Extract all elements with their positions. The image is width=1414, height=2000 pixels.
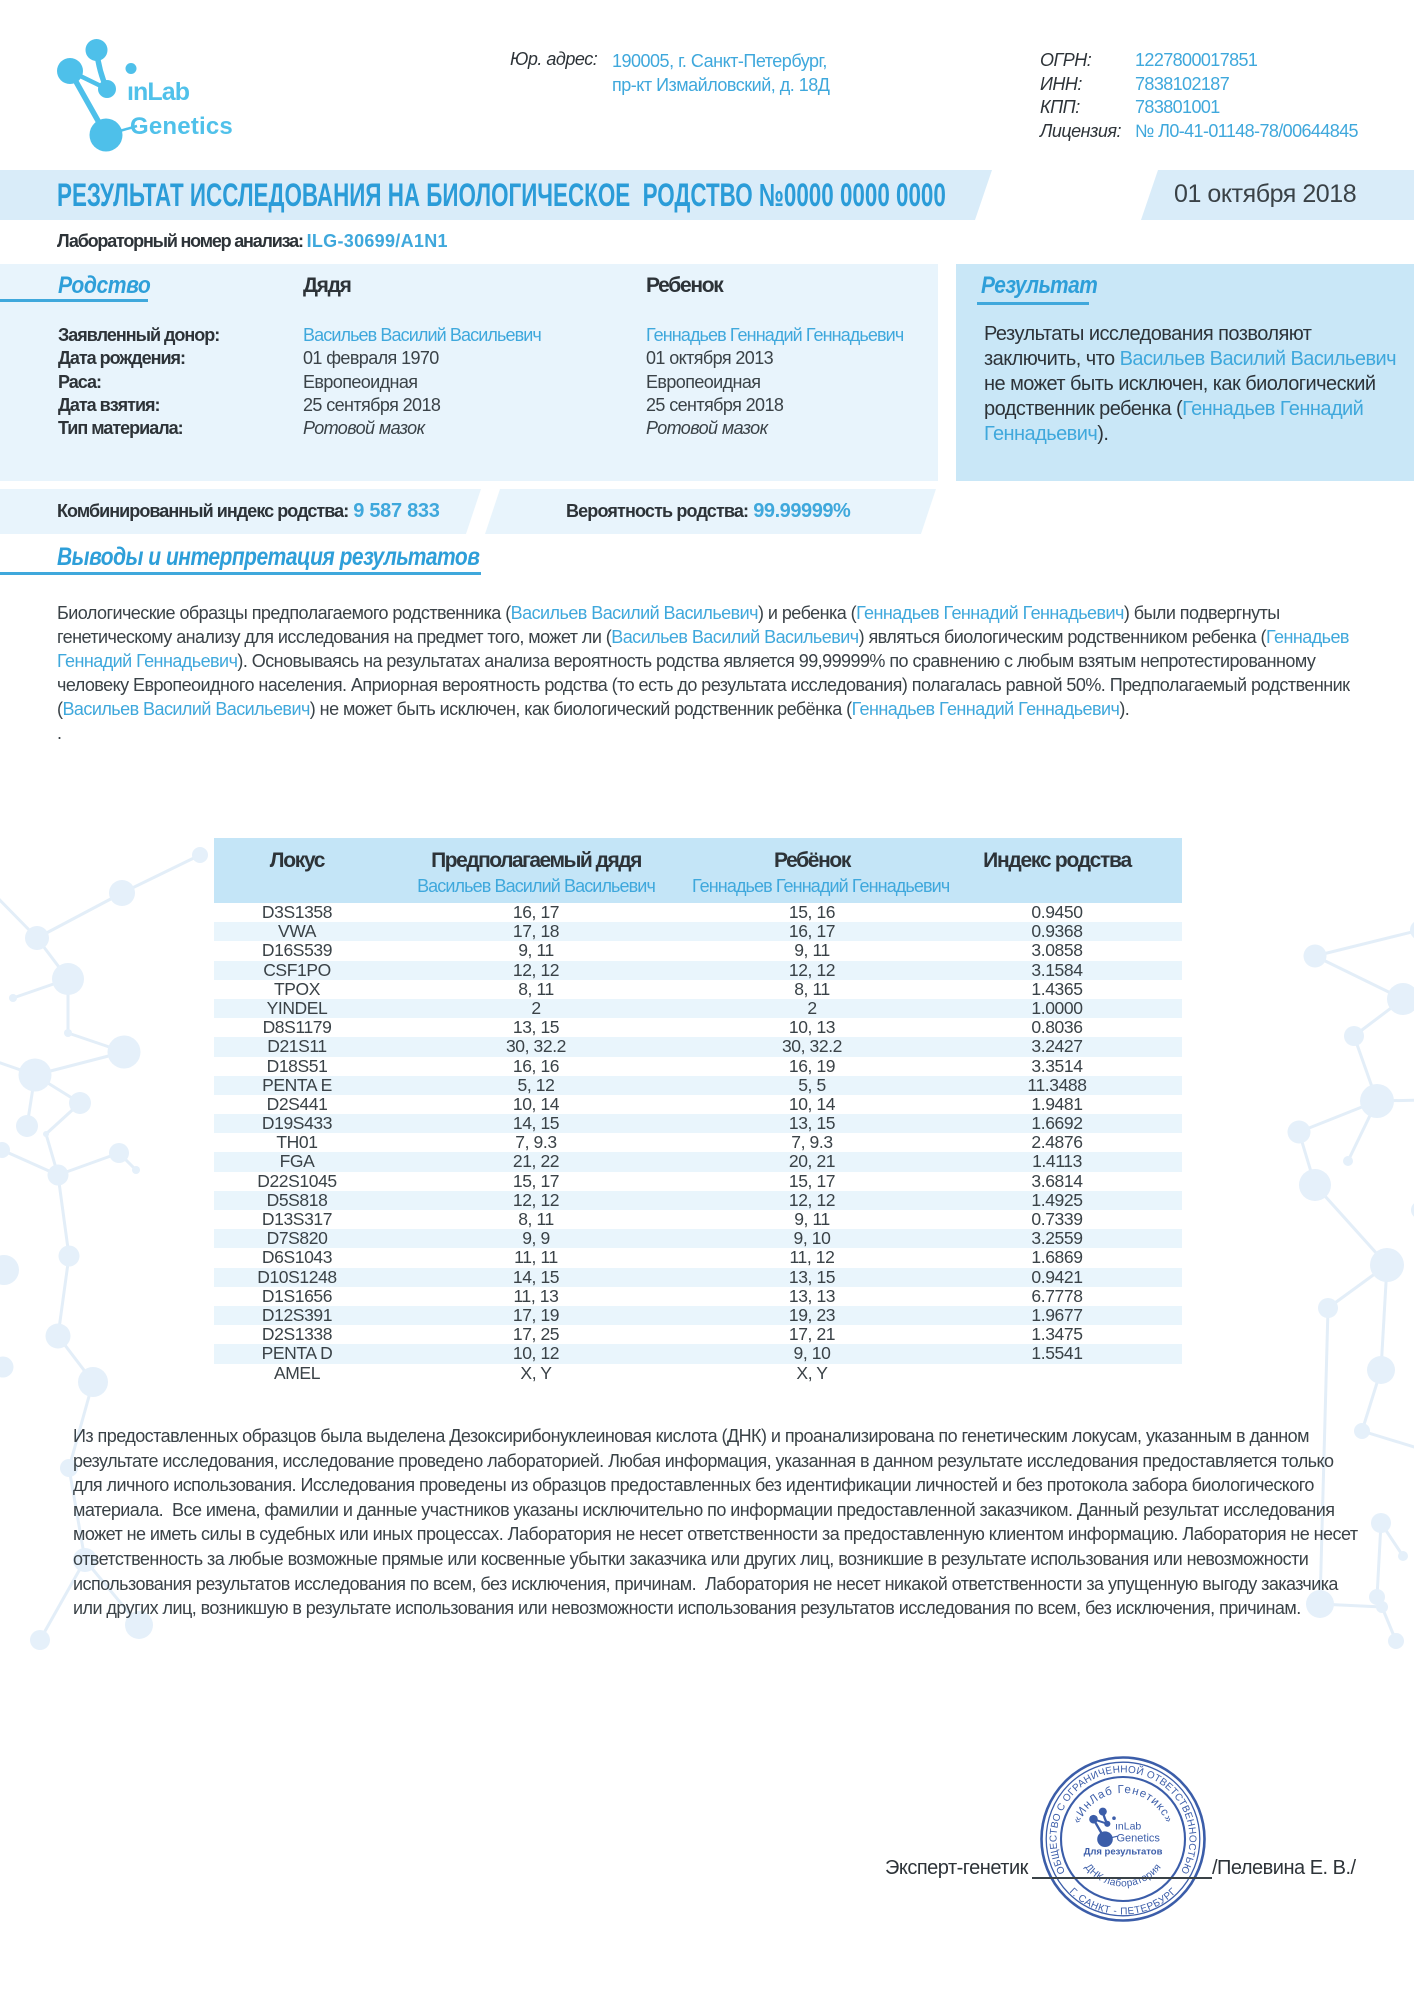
- svg-text:Для результатов: Для результатов: [1084, 1847, 1163, 1858]
- svg-text:ınLab: ınLab: [127, 78, 190, 106]
- svg-text:ınLab: ınLab: [1115, 1821, 1141, 1833]
- svg-text:ДНК лаборатория: ДНК лаборатория: [1082, 1862, 1163, 1890]
- svg-text:Genetics: Genetics: [1117, 1833, 1161, 1845]
- svg-text:Genetics: Genetics: [130, 113, 233, 140]
